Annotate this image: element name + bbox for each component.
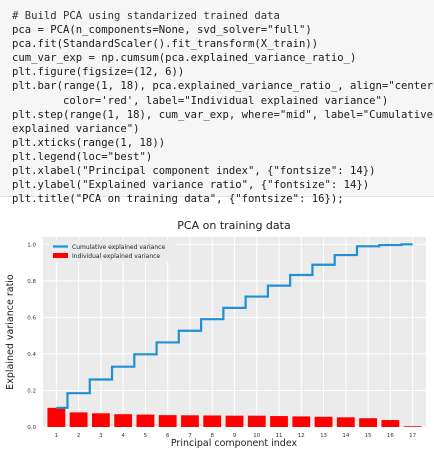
variance-bar (403, 426, 422, 427)
gridlines (43, 237, 426, 428)
x-tick-label: 3 (99, 433, 103, 439)
y-tick-label: 0.8 (27, 279, 36, 285)
variance-bar (47, 407, 66, 427)
y-tick-labels: 0.0 0.2 0.4 0.6 0.8 1.0 (27, 242, 36, 431)
code-line: plt.step(range(1, 18), cum_var_exp, wher… (12, 108, 433, 121)
code-line: pca = PCA(n_components=None, svd_solver=… (12, 24, 312, 37)
pca-chart: 0.00.20.40.60.81.0 1 2 3 4 5 6 7 8 9 10 11 12 13 14 15… (5, 219, 426, 449)
code-line: plt.xlabel("Principal component index", … (12, 165, 376, 178)
variance-bar (381, 420, 400, 427)
cumulative-step-line (56, 243, 413, 409)
legend-swatch-individual (53, 253, 68, 258)
x-tick-label: 10 (253, 433, 260, 439)
variance-bar (270, 416, 288, 427)
y-tick-label: 0.2 (27, 388, 36, 394)
x-tick-label: 14 (342, 433, 349, 439)
variance-bar (158, 415, 177, 427)
x-tick-label: 8 (210, 433, 214, 439)
variance-bar (91, 413, 110, 427)
x-tick-label: 6 (166, 433, 170, 439)
code-line: color='red', label="Individual explained… (12, 94, 389, 107)
code-line: plt.ylabel("Explained variance ratio", {… (12, 179, 370, 192)
x-tick-label: 2 (77, 433, 81, 439)
code-line: explained variance") (12, 122, 140, 135)
chart-title: PCA on training data (177, 219, 290, 232)
x-tick-label: 13 (320, 433, 327, 439)
x-tick-label: 9 (233, 433, 237, 439)
x-tick-label: 7 (188, 433, 192, 439)
y-tick-label: 1.0 (27, 242, 36, 248)
y-axis-label: Explained variance ratio (5, 274, 16, 390)
x-tick-label: 16 (387, 433, 394, 439)
bar-series (47, 407, 422, 427)
x-tick-label: 5 (144, 433, 148, 439)
variance-bar (114, 414, 133, 427)
x-tick-label: 1 (55, 433, 59, 439)
variance-bar (247, 415, 266, 427)
x-tick-label: 12 (298, 433, 305, 439)
x-tick-label: 15 (365, 433, 372, 439)
x-tick-label: 11 (276, 433, 283, 439)
legend-label-cumulative: Cumulative explained variance (72, 244, 165, 251)
x-tick-label: 4 (121, 433, 125, 439)
code-line: plt.xticks(range(1, 18)) (12, 136, 166, 149)
y-tick-label: 0.6 (27, 315, 36, 321)
x-axis-label: Principal component index (171, 438, 298, 449)
code-line: plt.title("PCA on training data", {"font… (12, 193, 344, 206)
legend: Cumulative explained variance Individual… (49, 240, 175, 262)
code-cell[interactable]: # Build PCA using standarized trained da… (0, 0, 434, 205)
variance-bar (136, 414, 155, 427)
variance-bar (336, 417, 355, 427)
legend-label-individual: Individual explained variance (72, 253, 160, 260)
code-line: plt.figure(figsize=(12, 6)) (12, 66, 185, 79)
chart-output: 0.0 0.2 0.4 0.6 0.8 1.0 1 2 3 4 5 6 7 8 9 10 11 12 13 14 15… (0, 208, 434, 451)
variance-bar (359, 418, 378, 427)
code-line: plt.legend(loc="best") (12, 150, 153, 163)
variance-bar (181, 415, 199, 427)
variance-bar (314, 416, 333, 427)
variance-bar (292, 416, 311, 427)
x-tick-labels: 1 2 3 4 5 6 7 8 9 10 11 12 13 14 15 16 17 (55, 433, 417, 439)
y-tick-label: 0.0 (27, 425, 36, 431)
variance-bar (203, 415, 222, 427)
code-line: cum_var_exp = np.cumsum(pca.explained_va… (12, 52, 357, 65)
code-line: plt.bar(range(1, 18), pca.explained_vari… (12, 80, 434, 93)
variance-bar (225, 415, 244, 427)
x-tick-label: 17 (409, 433, 416, 439)
y-tick-label: 0.4 (27, 352, 36, 358)
code-line: # Build PCA using standarized trained da… (12, 10, 280, 22)
variance-bar (69, 412, 88, 427)
code-line: pca.fit(StandardScaler().fit_transform(X… (12, 38, 319, 51)
legend-box (49, 240, 175, 262)
